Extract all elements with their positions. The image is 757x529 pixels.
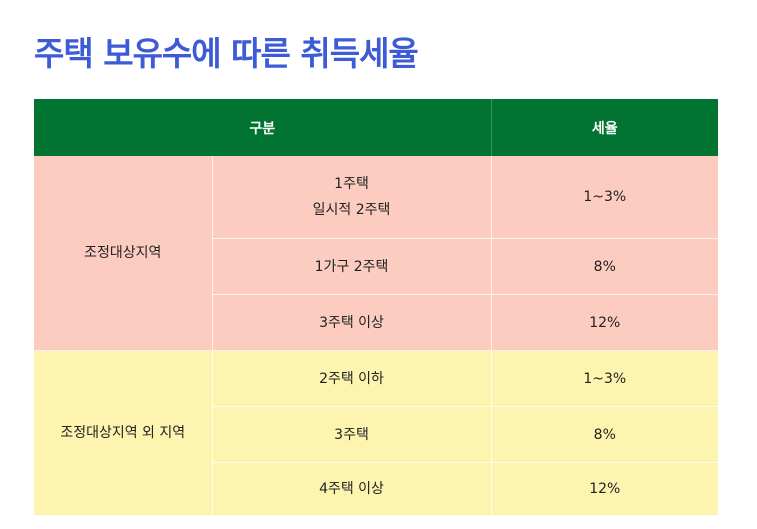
table-row: 3주택 8% bbox=[34, 406, 719, 463]
tax-rate-table: 구분 세율 조정대상지역 1주택 일시적 2주택 1~3% 1가구 2주택 8%… bbox=[34, 99, 719, 516]
rate-cell: 12% bbox=[491, 462, 719, 516]
region-cell: 조정대상지역 외 지역 bbox=[34, 350, 213, 516]
housing-type-cell: 3주택 bbox=[212, 406, 492, 463]
housing-type-cell: 1주택 일시적 2주택 bbox=[212, 156, 492, 239]
table-header-row: 구분 세율 bbox=[34, 99, 719, 156]
table-row: 3주택 이상 12% bbox=[34, 294, 719, 351]
header-rate: 세율 bbox=[491, 99, 719, 156]
table-row: 조정대상지역 1주택 일시적 2주택 1~3% bbox=[34, 156, 719, 351]
rate-cell: 1~3% bbox=[491, 156, 719, 239]
housing-type-cell: 4주택 이상 bbox=[212, 462, 492, 516]
region-cell: 조정대상지역 bbox=[34, 156, 213, 351]
housing-type-cell: 2주택 이하 bbox=[212, 350, 492, 407]
header-category: 구분 bbox=[34, 99, 492, 156]
table-row: 조정대상지역 외 지역 2주택 이하 1~3% bbox=[34, 350, 719, 516]
housing-type-cell: 1가구 2주택 bbox=[212, 238, 492, 295]
housing-type-cell: 3주택 이상 bbox=[212, 294, 492, 351]
rate-cell: 1~3% bbox=[491, 350, 719, 407]
housing-type-line: 1주택 bbox=[334, 176, 369, 192]
rate-cell: 12% bbox=[491, 294, 719, 351]
table-row: 1가구 2주택 8% bbox=[34, 238, 719, 295]
housing-type-line: 일시적 2주택 bbox=[312, 202, 391, 218]
table-row: 4주택 이상 12% bbox=[34, 462, 719, 516]
rate-cell: 8% bbox=[491, 238, 719, 295]
page-title: 주택 보유수에 따른 취득세율 bbox=[34, 34, 419, 73]
rate-cell: 8% bbox=[491, 406, 719, 463]
